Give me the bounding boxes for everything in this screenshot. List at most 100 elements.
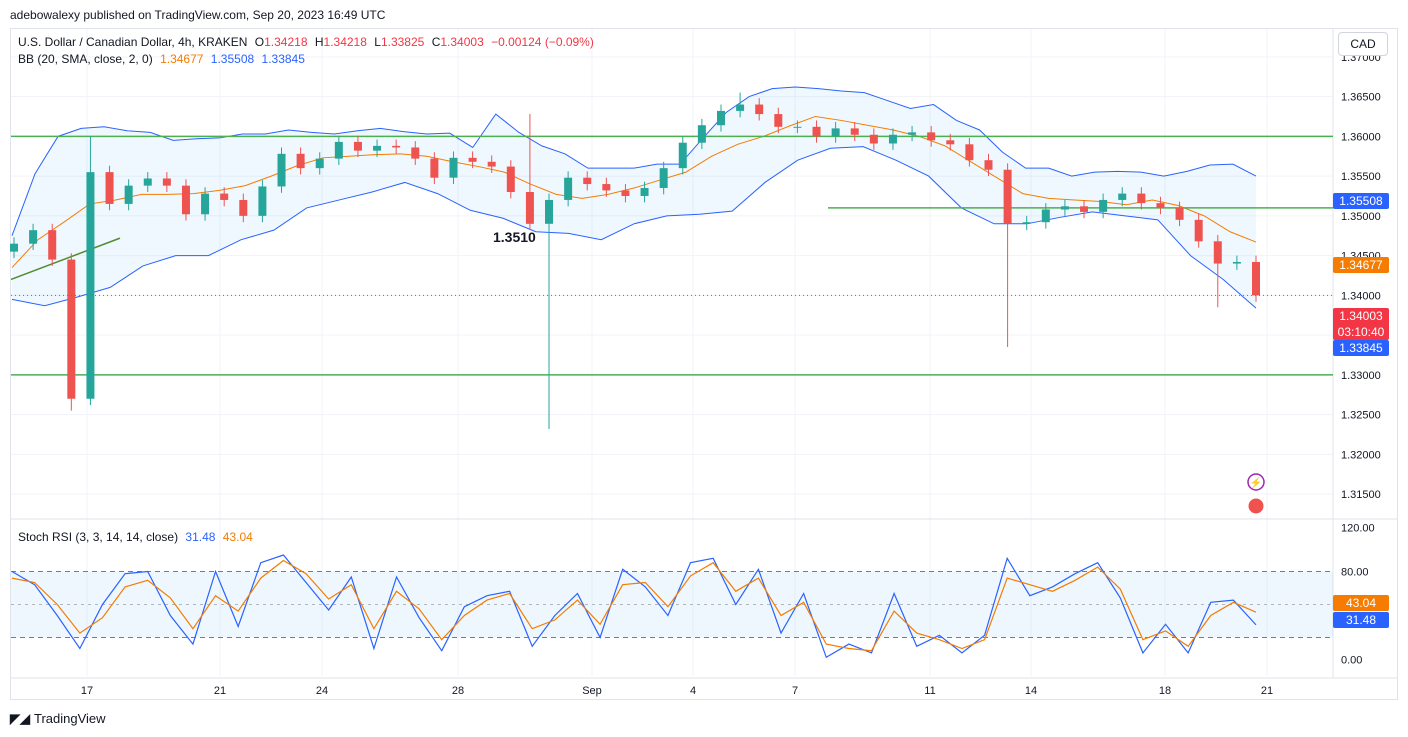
candle-body [105, 172, 114, 204]
price-tick-label: 1.34000 [1341, 290, 1381, 302]
time-tick-label: 18 [1159, 685, 1171, 697]
close-label: C [431, 35, 441, 49]
candle-body [67, 259, 76, 399]
candle-body [1156, 203, 1165, 208]
bb-lower-price-tag: 1.33845 [1333, 340, 1389, 356]
price-tick-label: 1.31500 [1341, 489, 1381, 501]
published-text: adebowalexy published on TradingView.com… [10, 8, 386, 22]
candle-body [468, 157, 477, 162]
stoch-k-value: 31.48 [185, 530, 216, 544]
time-tick-label: 21 [1261, 685, 1273, 697]
candle-body [315, 158, 324, 169]
price-tick-label: 1.35500 [1341, 171, 1381, 183]
candle-body [86, 172, 95, 399]
candle-body [869, 134, 878, 144]
candle-body [29, 230, 38, 244]
footer-brand[interactable]: ◤◢ TradingView [10, 711, 106, 727]
bb-basis-value: 1.34677 [160, 52, 204, 66]
candle-body [296, 153, 305, 169]
lightning-event-icon [1247, 473, 1265, 491]
candle-body [659, 168, 668, 189]
candle-body [143, 178, 152, 186]
candle-body [793, 126, 802, 128]
candle-body [124, 185, 133, 204]
bb-basis-price-tag: 1.34677 [1333, 257, 1389, 273]
candle-body [678, 142, 687, 169]
candle-body [927, 132, 936, 141]
candle-body [239, 199, 248, 216]
candle-body [965, 144, 974, 161]
brand-name: TradingView [34, 711, 106, 726]
time-tick-label: 11 [924, 685, 935, 697]
candle-body [1194, 219, 1203, 242]
candle-body [583, 177, 592, 185]
us-flag-event-icon [1247, 497, 1265, 515]
candle-body [1137, 193, 1146, 204]
time-tick-label: 24 [316, 685, 328, 697]
candle-body [201, 193, 210, 215]
bb-title: BB (20, SMA, close, 2, 0) [18, 52, 153, 66]
candle-body [1232, 261, 1241, 264]
candle-body [1080, 206, 1089, 212]
candle-body [1022, 222, 1031, 224]
candle-body [716, 110, 725, 126]
price-tick-label: 1.36500 [1341, 92, 1381, 104]
candle-body [908, 132, 917, 135]
stoch-legend: Stoch RSI (3, 3, 14, 14, close) 31.48 43… [18, 530, 257, 544]
trend-line [10, 237, 121, 281]
change-value: −0.00124 (−0.09%) [491, 35, 594, 49]
chart-frame [10, 28, 1398, 700]
bb-upper-value: 1.35508 [210, 52, 255, 66]
lightning-event-icon: ⚡ [1250, 476, 1262, 489]
stoch-d-value: 43.04 [222, 530, 253, 544]
candle-body [545, 199, 554, 224]
close-value: 1.34003 [440, 35, 484, 49]
candle-body [774, 114, 783, 127]
stoch-k-line [11, 554, 1257, 659]
price-tick-label: 1.36000 [1341, 131, 1381, 143]
bb-upper-line [11, 86, 1257, 236]
bb-legend: BB (20, SMA, close, 2, 0) 1.34677 1.3550… [18, 52, 309, 66]
candle-body [621, 190, 630, 196]
time-tick-label: 21 [214, 685, 226, 697]
candle-body [373, 145, 382, 151]
candle-body [277, 153, 286, 187]
high-value: 1.34218 [323, 35, 367, 49]
candle-body [334, 141, 343, 159]
candle-body [1252, 261, 1260, 296]
stoch-d-line [11, 559, 1257, 652]
tradingview-logo-icon: ◤◢ [10, 711, 30, 726]
candle-body [1060, 206, 1069, 210]
stoch-title: Stoch RSI (3, 3, 14, 14, close) [18, 530, 179, 544]
candle-body [812, 126, 821, 137]
candle-body [697, 125, 706, 143]
time-tick-label: Sep [582, 685, 602, 697]
candle-body [1003, 169, 1012, 224]
candle-body [1213, 241, 1222, 264]
time-tick-label: 7 [792, 685, 798, 697]
low-value: 1.33825 [380, 35, 425, 49]
countdown-tag: 03:10:40 [1333, 324, 1389, 340]
bb-lower-value: 1.33845 [261, 52, 305, 66]
candle-body [1041, 209, 1050, 223]
candle-body [449, 157, 458, 178]
candle-body [353, 141, 362, 151]
time-tick-label: 28 [452, 685, 464, 697]
close-price-tag: 1.34003 [1333, 308, 1389, 324]
high-label: H [314, 35, 324, 49]
currency-button[interactable]: CAD [1338, 32, 1388, 56]
candle-body [850, 128, 859, 135]
candle-body [984, 160, 993, 170]
candle-body [181, 185, 190, 215]
candle-body [392, 145, 401, 148]
candle-body [48, 230, 57, 260]
publisher-bar: adebowalexy published on TradingView.com… [0, 0, 1408, 28]
price-tick-label: 1.35000 [1341, 211, 1381, 223]
bb-band-fill [12, 87, 1256, 309]
candle-body [162, 178, 171, 186]
open-label: O [254, 35, 265, 49]
stoch-tick-label: 80.00 [1341, 567, 1369, 579]
candle-body [258, 186, 267, 216]
price-tick-label: 1.33000 [1341, 370, 1381, 382]
